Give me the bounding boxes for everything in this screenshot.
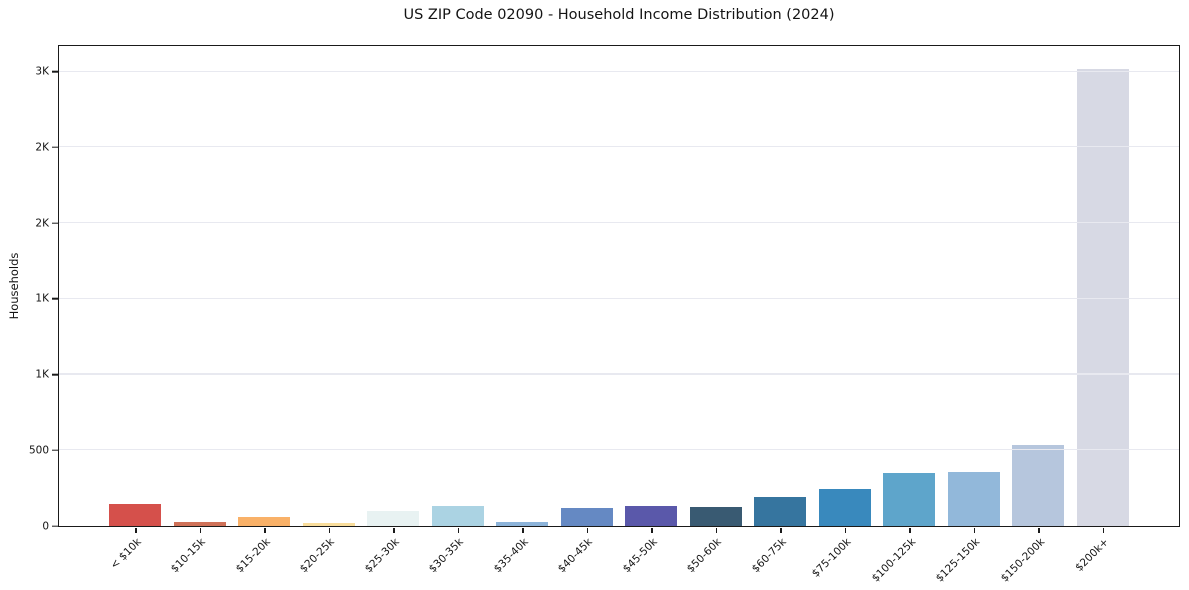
bar-slot: $50-60k: [684, 46, 749, 575]
x-tick-mark: [135, 528, 137, 533]
bar-slot: $40-45k: [555, 46, 620, 575]
bar: [754, 496, 807, 526]
y-tick-label: 1K: [35, 292, 49, 305]
x-tick-mark: [715, 528, 718, 533]
bar-slot: $150-200k: [998, 46, 1071, 585]
bars-container: < $10k $10-15k $15-20k $20-25k $25-30k $30-35…: [59, 46, 1179, 585]
y-tick-label: 2K: [35, 216, 49, 229]
bar-slot: $200k+: [1071, 46, 1136, 574]
x-tick-mark: [328, 528, 331, 533]
bar: [818, 488, 871, 526]
x-tick-mark: [780, 528, 782, 533]
x-tick-label: $60-75k: [749, 536, 789, 576]
bar-slot: $75-100k: [809, 46, 878, 580]
bar-slot: < $10k: [103, 46, 168, 572]
bar: [367, 510, 420, 526]
x-tick-label: $10-15k: [169, 536, 209, 576]
y-axis-label: Households: [7, 252, 21, 320]
bar-slot: $10-15k: [168, 46, 233, 575]
x-tick-mark: [586, 528, 589, 533]
bar: [625, 506, 678, 526]
bar: [1012, 445, 1065, 526]
x-tick-label: $125-150k: [933, 536, 983, 585]
y-tick-mark: [52, 525, 58, 527]
y-tick-mark: [52, 146, 58, 149]
bar: [302, 523, 355, 526]
x-tick-mark: [973, 528, 976, 533]
bar-slot: $125-150k: [934, 46, 1007, 585]
bar: [947, 471, 1000, 526]
x-tick-mark: [651, 528, 653, 533]
x-tick-label: $45-50k: [620, 536, 660, 576]
x-tick-label: $50-60k: [685, 536, 725, 576]
x-tick-label: $35-40k: [491, 536, 531, 576]
x-tick-mark: [909, 528, 911, 533]
bar-slot: $45-50k: [619, 46, 684, 575]
x-tick-mark: [264, 528, 266, 533]
x-tick-label: $15-20k: [233, 536, 273, 576]
x-tick-label: $100-125k: [869, 536, 918, 585]
y-tick-label: 500: [28, 444, 49, 457]
x-tick-mark: [1102, 528, 1105, 533]
x-tick-mark: [457, 528, 460, 533]
bar-slot: $25-30k: [361, 46, 426, 575]
x-tick-label: $40-45k: [556, 536, 596, 576]
bar-slot: $35-40k: [490, 46, 555, 575]
y-tick-mark: [52, 71, 58, 73]
bar: [689, 507, 742, 526]
bar-slot: $30-35k: [426, 46, 491, 575]
bar-slot: $60-75k: [748, 46, 813, 575]
y-tick-label: 0: [42, 519, 49, 532]
bar: [560, 507, 613, 526]
x-tick-label: $25-30k: [362, 536, 402, 576]
y-tick-label: 1K: [35, 368, 49, 381]
x-tick-label: $75-100k: [809, 536, 854, 580]
chart-title: US ZIP Code 02090 - Household Income Dis…: [403, 7, 835, 23]
y-tick-mark: [52, 298, 58, 300]
y-tick-label: 2K: [35, 141, 49, 154]
bar-slot: $20-25k: [297, 46, 362, 575]
bar: [431, 506, 484, 526]
bar: [238, 516, 291, 526]
bar: [496, 521, 549, 526]
plot-area: < $10k $10-15k $15-20k $20-25k $25-30k $30-35…: [29, 45, 1180, 585]
x-tick-label: $30-35k: [427, 536, 467, 576]
x-tick-label: $150-200k: [998, 536, 1047, 585]
x-tick-mark: [522, 528, 524, 533]
bar-slot: $15-20k: [232, 46, 297, 575]
x-tick-mark: [1038, 528, 1040, 533]
y-tick-mark: [52, 449, 58, 451]
x-tick-mark: [393, 528, 395, 533]
bar: [883, 472, 936, 526]
bar-slot: $100-125k: [869, 46, 942, 585]
y-tick-label: 3K: [35, 65, 49, 78]
y-tick-mark: [52, 222, 58, 224]
bar: [173, 522, 226, 526]
x-tick-label: $200k+: [1073, 536, 1112, 574]
x-tick-label: < $10k: [108, 536, 144, 572]
x-tick-mark: [199, 528, 202, 533]
bar: [109, 504, 162, 526]
y-tick-mark: [52, 373, 58, 376]
bar: [1076, 69, 1129, 526]
x-tick-mark: [844, 528, 847, 533]
x-tick-label: $20-25k: [298, 536, 338, 576]
